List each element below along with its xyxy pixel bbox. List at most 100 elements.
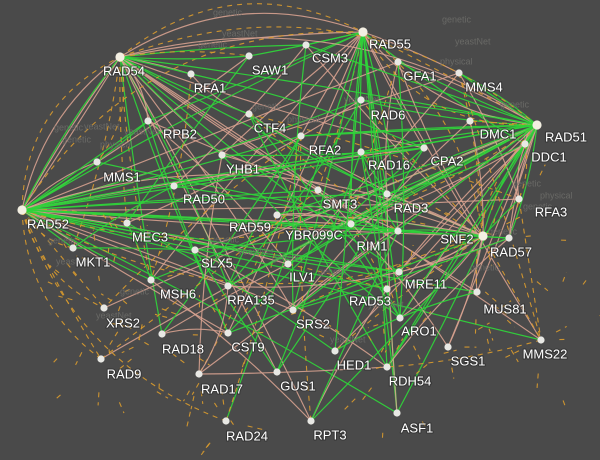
edge-physical xyxy=(21,209,484,237)
graph-node-sgs1[interactable] xyxy=(444,343,452,351)
graph-node-rad16[interactable] xyxy=(357,148,365,156)
graph-node-rfa3[interactable] xyxy=(515,195,523,203)
graph-node-msh6[interactable] xyxy=(147,276,155,284)
graph-node-rad57[interactable] xyxy=(505,234,513,242)
edge-type-watermark: yeastNet xyxy=(238,246,274,256)
edge-yeastnet xyxy=(300,124,538,137)
graph-node-cpa2[interactable] xyxy=(420,144,428,152)
edge-physical xyxy=(362,31,538,126)
graph-node-rad50[interactable] xyxy=(170,182,178,190)
edge-genetic xyxy=(474,319,477,334)
edge-genetic xyxy=(398,264,412,270)
graph-node-mre11[interactable] xyxy=(395,268,403,276)
graph-node-rad54[interactable] xyxy=(115,52,125,62)
node-label-xrs2: XRS2 xyxy=(106,315,140,330)
graph-node-slx5[interactable] xyxy=(191,246,199,254)
graph-node-mms1[interactable] xyxy=(93,158,101,166)
graph-node-dmc1[interactable] xyxy=(466,117,474,125)
graph-node-yhb1[interactable] xyxy=(218,151,226,159)
edge-genetic xyxy=(525,235,535,237)
edge-yeastnet xyxy=(276,147,425,373)
edge-genetic xyxy=(172,353,185,364)
graph-node-gfa1[interactable] xyxy=(394,58,402,66)
edge-physical xyxy=(119,37,538,126)
graph-node-rad24[interactable] xyxy=(222,417,230,425)
graph-node-ilv1[interactable] xyxy=(284,260,292,268)
graph-node-rpa135[interactable] xyxy=(224,282,232,290)
edge-yeastnet xyxy=(300,124,538,137)
edge-genetic xyxy=(107,243,110,254)
edge-genetic xyxy=(132,234,140,250)
edge-type-watermark: genetic xyxy=(210,234,240,244)
graph-node-smt3[interactable] xyxy=(314,186,322,194)
edge-yeastnet xyxy=(248,113,388,368)
edge-layer xyxy=(21,3,600,456)
graph-node-mus81[interactable] xyxy=(473,288,481,296)
graph-node-snf2[interactable] xyxy=(478,231,488,241)
graph-node-srs2[interactable] xyxy=(289,306,297,314)
graph-node-rfa1[interactable] xyxy=(187,70,195,78)
graph-node-rad51[interactable] xyxy=(532,120,542,130)
edge-yeastnet xyxy=(317,189,401,319)
node-label-srs2: SRS2 xyxy=(296,316,330,331)
node-label-mms4: MMS4 xyxy=(465,79,503,94)
graph-node-rpb2[interactable] xyxy=(144,117,152,125)
edge-genetic xyxy=(421,421,428,429)
node-layer[interactable] xyxy=(17,27,545,425)
edge-genetic xyxy=(458,72,542,341)
graph-node-rad55[interactable] xyxy=(358,27,368,37)
edge-yeastnet xyxy=(508,124,538,239)
graph-node-rad52[interactable] xyxy=(17,205,27,215)
graph-node-mms4[interactable] xyxy=(455,69,463,77)
edge-physical xyxy=(194,249,388,368)
edge-yeastnet xyxy=(292,31,364,311)
node-label-rpa135: RPA135 xyxy=(227,292,274,307)
edge-yeastnet xyxy=(397,61,538,126)
edge-genetic xyxy=(443,349,457,354)
graph-node-asf1[interactable] xyxy=(393,409,401,417)
edge-genetic xyxy=(97,392,100,406)
edge-genetic xyxy=(21,209,74,249)
graph-node-ctf4[interactable] xyxy=(245,110,253,118)
node-label-layer: RAD54 RAD55 CSM3 SAW1 GFA1 MMS4 RFA1 RAD6 RPB2 CT… xyxy=(26,35,588,444)
graph-node-csm3[interactable] xyxy=(302,41,310,49)
edge-yeastnet xyxy=(119,56,223,156)
graph-node-hed1[interactable] xyxy=(331,347,339,355)
graph-node-mms22[interactable] xyxy=(537,336,545,344)
edge-genetic xyxy=(111,322,127,328)
edge-genetic xyxy=(53,394,61,402)
node-label-rad16: RAD16 xyxy=(368,157,410,172)
graph-node-rad18[interactable] xyxy=(158,330,166,338)
graph-node-rfa2[interactable] xyxy=(297,132,305,140)
node-label-csm3: CSM3 xyxy=(312,50,348,65)
edge-genetic xyxy=(92,229,96,241)
graph-node-saw1[interactable] xyxy=(245,52,253,60)
graph-node-rad3[interactable] xyxy=(383,190,391,198)
graph-node-rad53[interactable] xyxy=(383,285,391,293)
graph-node-cst9[interactable] xyxy=(224,329,232,337)
graph-node-ddc1[interactable] xyxy=(521,140,529,148)
graph-node-xrs2[interactable] xyxy=(100,304,108,312)
edge-genetic xyxy=(118,317,124,325)
graph-node-rpt3[interactable] xyxy=(307,417,315,425)
graph-node-rad6[interactable] xyxy=(357,96,365,104)
edge-genetic xyxy=(483,208,486,219)
edge-physical xyxy=(198,366,388,375)
edge-genetic xyxy=(161,308,177,315)
edge-genetic xyxy=(360,99,484,237)
graph-node-rad9[interactable] xyxy=(97,355,105,363)
graph-node-aro1[interactable] xyxy=(396,314,404,322)
graph-node-gus1[interactable] xyxy=(273,368,281,376)
graph-node-rad59[interactable] xyxy=(273,211,281,219)
edge-yeastnet xyxy=(225,31,364,422)
graph-node-rad17[interactable] xyxy=(195,370,203,378)
graph-node-rim1[interactable] xyxy=(394,227,402,235)
edge-yeastnet xyxy=(119,44,307,58)
graph-node-mec3[interactable] xyxy=(123,219,131,227)
graph-node-ybr099c[interactable] xyxy=(347,220,355,228)
edge-genetic xyxy=(291,309,306,315)
graph-node-mkt1[interactable] xyxy=(69,244,77,252)
graph-node-rdh54[interactable] xyxy=(383,363,391,371)
